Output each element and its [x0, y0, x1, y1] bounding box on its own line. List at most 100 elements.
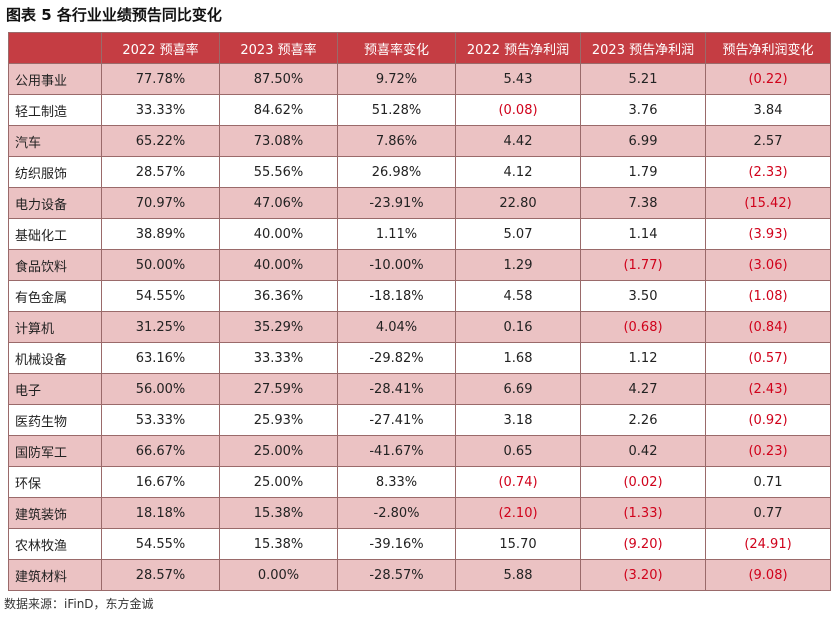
value-cell: 33.33% [101, 94, 220, 126]
industry-name-cell: 计算机 [8, 311, 102, 343]
value-cell: (2.43) [705, 373, 831, 405]
value-cell: (3.20) [580, 559, 706, 591]
value-cell: 4.27 [580, 373, 706, 405]
value-cell: 25.00% [219, 466, 338, 498]
value-cell: 3.50 [580, 280, 706, 312]
table-row: 电力设备 70.97% 47.06% -23.91% 22.80 7.38 (15.42) [8, 187, 831, 219]
value-cell: 1.79 [580, 156, 706, 188]
value-cell: 1.29 [455, 249, 581, 281]
table-row: 国防军工 66.67% 25.00% -41.67% 0.65 0.42 (0.23) [8, 435, 831, 467]
value-cell: 15.38% [219, 528, 338, 560]
value-cell: (3.06) [705, 249, 831, 281]
data-source-note: 数据来源：iFinD，东方金诚 [4, 597, 154, 611]
value-cell: 5.07 [455, 218, 581, 250]
value-cell: 22.80 [455, 187, 581, 219]
column-header-industry [8, 32, 102, 64]
value-cell: 7.86% [337, 125, 456, 157]
value-cell: -27.41% [337, 404, 456, 436]
value-cell: 40.00% [219, 218, 338, 250]
value-cell: 1.11% [337, 218, 456, 250]
value-cell: 35.29% [219, 311, 338, 343]
value-cell: 25.93% [219, 404, 338, 436]
table-row: 电子 56.00% 27.59% -28.41% 6.69 4.27 (2.43) [8, 373, 831, 405]
value-cell: -23.91% [337, 187, 456, 219]
value-cell: 84.62% [219, 94, 338, 126]
industry-name-cell: 电子 [8, 373, 102, 405]
value-cell: 2.26 [580, 404, 706, 436]
value-cell: (1.77) [580, 249, 706, 281]
table-row: 食品饮料 50.00% 40.00% -10.00% 1.29 (1.77) (3.06) [8, 249, 831, 281]
value-cell: (1.08) [705, 280, 831, 312]
value-cell: -2.80% [337, 497, 456, 529]
value-cell: 36.36% [219, 280, 338, 312]
value-cell: 0.00% [219, 559, 338, 591]
table-row: 有色金属 54.55% 36.36% -18.18% 4.58 3.50 (1.08) [8, 280, 831, 312]
industry-name-cell: 环保 [8, 466, 102, 498]
value-cell: -39.16% [337, 528, 456, 560]
value-cell: 1.12 [580, 342, 706, 374]
value-cell: 38.89% [101, 218, 220, 250]
value-cell: 40.00% [219, 249, 338, 281]
value-cell: (3.93) [705, 218, 831, 250]
value-cell: 63.16% [101, 342, 220, 374]
industry-name-cell: 基础化工 [8, 218, 102, 250]
industry-name-cell: 国防军工 [8, 435, 102, 467]
value-cell: 1.68 [455, 342, 581, 374]
column-header-2023-forecast-profit: 2023 预告净利润 [580, 32, 706, 64]
value-cell: 15.70 [455, 528, 581, 560]
value-cell: 3.84 [705, 94, 831, 126]
value-cell: -28.41% [337, 373, 456, 405]
value-cell: 50.00% [101, 249, 220, 281]
table-row: 机械设备 63.16% 33.33% -29.82% 1.68 1.12 (0.57) [8, 342, 831, 374]
value-cell: (2.10) [455, 497, 581, 529]
value-cell: (1.33) [580, 497, 706, 529]
column-header-2022-forecast-profit: 2022 预告净利润 [455, 32, 581, 64]
value-cell: -10.00% [337, 249, 456, 281]
value-cell: 54.55% [101, 528, 220, 560]
column-header-2022-positive-rate: 2022 预喜率 [101, 32, 220, 64]
industry-name-cell: 公用事业 [8, 63, 102, 95]
value-cell: -41.67% [337, 435, 456, 467]
value-cell: 28.57% [101, 559, 220, 591]
industry-forecast-table: 2022 预喜率 2023 预喜率 预喜率变化 2022 预告净利润 2023 … [8, 32, 831, 591]
industry-name-cell: 汽车 [8, 125, 102, 157]
industry-name-cell: 轻工制造 [8, 94, 102, 126]
value-cell: 6.69 [455, 373, 581, 405]
value-cell: 26.98% [337, 156, 456, 188]
value-cell: 27.59% [219, 373, 338, 405]
table-row: 建筑装饰 18.18% 15.38% -2.80% (2.10) (1.33) 0.77 [8, 497, 831, 529]
value-cell: 56.00% [101, 373, 220, 405]
value-cell: 0.16 [455, 311, 581, 343]
value-cell: 66.67% [101, 435, 220, 467]
value-cell: 2.57 [705, 125, 831, 157]
value-cell: 33.33% [219, 342, 338, 374]
industry-name-cell: 建筑材料 [8, 559, 102, 591]
value-cell: 8.33% [337, 466, 456, 498]
value-cell: (2.33) [705, 156, 831, 188]
column-header-forecast-profit-change: 预告净利润变化 [705, 32, 831, 64]
value-cell: (0.22) [705, 63, 831, 95]
value-cell: 4.58 [455, 280, 581, 312]
table-row: 纺织服饰 28.57% 55.56% 26.98% 4.12 1.79 (2.33) [8, 156, 831, 188]
value-cell: 5.88 [455, 559, 581, 591]
value-cell: 53.33% [101, 404, 220, 436]
value-cell: -28.57% [337, 559, 456, 591]
value-cell: (9.08) [705, 559, 831, 591]
value-cell: 9.72% [337, 63, 456, 95]
value-cell: 0.65 [455, 435, 581, 467]
table-row: 环保 16.67% 25.00% 8.33% (0.74) (0.02) 0.71 [8, 466, 831, 498]
value-cell: 77.78% [101, 63, 220, 95]
value-cell: 18.18% [101, 497, 220, 529]
value-cell: 73.08% [219, 125, 338, 157]
value-cell: -18.18% [337, 280, 456, 312]
value-cell: 4.42 [455, 125, 581, 157]
value-cell: 15.38% [219, 497, 338, 529]
value-cell: 6.99 [580, 125, 706, 157]
value-cell: 4.04% [337, 311, 456, 343]
value-cell: -29.82% [337, 342, 456, 374]
table-body: 公用事业 77.78% 87.50% 9.72% 5.43 5.21 (0.22) 轻工制造 3… [8, 63, 831, 591]
value-cell: 0.71 [705, 466, 831, 498]
industry-name-cell: 建筑装饰 [8, 497, 102, 529]
column-header-2023-positive-rate: 2023 预喜率 [219, 32, 338, 64]
table-row: 公用事业 77.78% 87.50% 9.72% 5.43 5.21 (0.22) [8, 63, 831, 95]
